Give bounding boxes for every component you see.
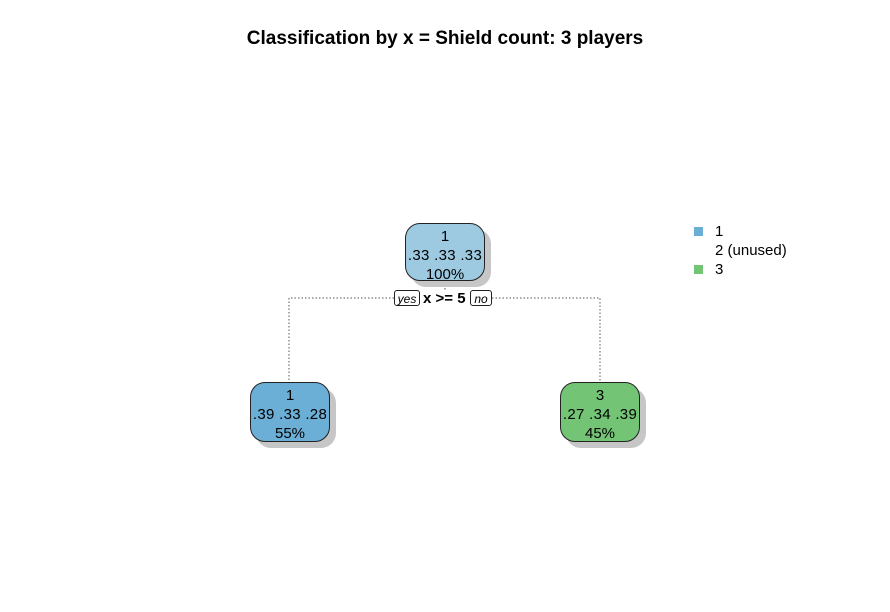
right-node-pct: 45%	[584, 425, 616, 442]
legend: 1 2 (unused) 3	[694, 222, 787, 279]
right-node-class: 3	[595, 387, 605, 404]
left-node-probs: .39 .33 .28	[252, 406, 328, 423]
left-leaf-node: 1 .39 .33 .28 55%	[250, 382, 330, 442]
edge-right	[492, 297, 601, 382]
legend-item-1: 1	[694, 222, 787, 241]
chart-title: Classification by x = Shield count: 3 pl…	[246, 28, 644, 49]
legend-label-2: 2 (unused)	[715, 242, 787, 259]
legend-swatch-1	[694, 227, 703, 236]
legend-item-2: 2 (unused)	[694, 241, 787, 260]
root-node-probs: .33 .33 .33	[407, 247, 483, 264]
right-node-probs: .27 .34 .39	[562, 406, 638, 423]
legend-swatch-2	[694, 246, 703, 255]
legend-swatch-3	[694, 265, 703, 274]
right-leaf-node: 3 .27 .34 .39 45%	[560, 382, 640, 442]
no-tag: no	[470, 290, 492, 306]
split-rule: x >= 5	[423, 290, 466, 307]
legend-label-3: 3	[715, 261, 724, 278]
root-node: 1 .33 .33 .33 100%	[405, 223, 485, 283]
yes-tag: yes	[394, 290, 420, 306]
left-node-pct: 55%	[274, 425, 306, 442]
legend-item-3: 3	[694, 260, 787, 279]
root-node-class: 1	[440, 228, 450, 245]
root-node-pct: 100%	[425, 266, 465, 283]
legend-label-1: 1	[715, 223, 724, 240]
left-node-class: 1	[285, 387, 295, 404]
edge-left	[288, 297, 394, 382]
